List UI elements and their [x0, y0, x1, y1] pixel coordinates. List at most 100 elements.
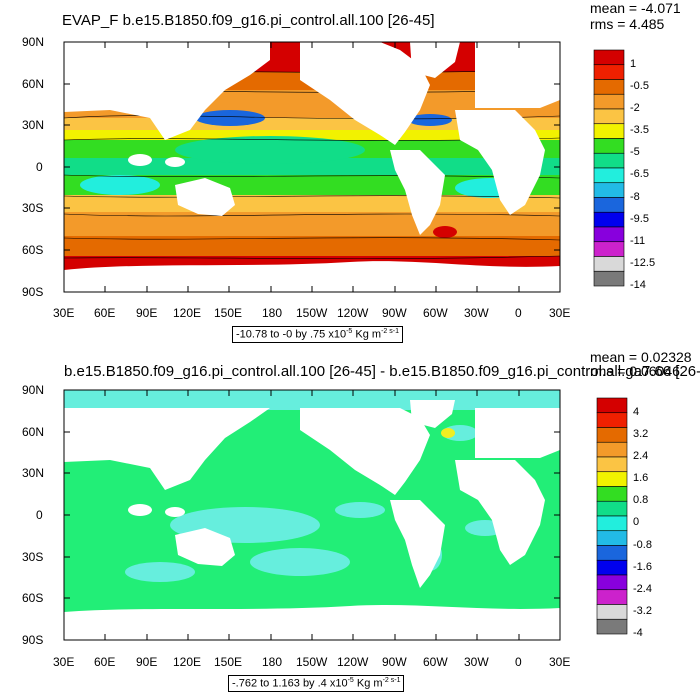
colorbar-label: -12.5	[630, 256, 656, 269]
lon-tick-label: 0	[515, 655, 522, 669]
lat-tick-label: 60S	[22, 591, 44, 605]
colorbar-swatch	[596, 559, 628, 576]
lon-tick-label: 90E	[136, 306, 158, 320]
diff-lon-ticks	[63, 390, 561, 640]
lon-tick-label: 60W	[423, 655, 448, 669]
lat-tick-label: 60S	[22, 243, 44, 257]
lon-tick-label: 60E	[94, 655, 116, 669]
diff-colorbar	[596, 397, 628, 635]
lon-tick-label: 120W	[337, 655, 369, 669]
colorbar-label: -11	[630, 234, 646, 247]
lon-tick-label: 90W	[382, 306, 407, 320]
colorbar-swatch	[596, 515, 628, 532]
colorbar-swatch	[593, 64, 625, 80]
evap-land	[64, 42, 560, 292]
lon-tick-label: 30E	[549, 306, 571, 320]
colorbar-swatch	[593, 241, 625, 257]
diff-land	[64, 400, 560, 640]
colorbar-label: -1.6	[633, 560, 652, 573]
evap-map-svg	[63, 41, 625, 293]
caption-text: -.762 to 1.163 by .4 x10	[232, 677, 348, 690]
diff-lat-ticks	[64, 389, 560, 641]
evap-map-title: EVAP_F b.e15.B1850.f09_g16.pi_control.al…	[62, 12, 435, 29]
colorbar-label: -4	[633, 627, 643, 639]
lon-tick-label: 30E	[53, 655, 75, 669]
colorbar-swatch	[593, 256, 625, 272]
lon-tick-label: 180	[262, 306, 283, 320]
colorbar-label: -2	[630, 102, 640, 114]
caption-text: -10.78 to -0 by .75 x10	[236, 328, 347, 341]
colorbar-swatch	[593, 270, 625, 287]
colorbar-swatch	[596, 618, 628, 635]
lat-tick-label: 0	[36, 508, 43, 522]
colorbar-swatch	[593, 182, 625, 198]
colorbar-label: -14	[630, 279, 646, 291]
diff-map-panel: b.e15.B1850.f09_g16.pi_control.all.100 […	[0, 350, 700, 700]
colorbar-swatch	[596, 471, 628, 487]
lon-tick-label: 150W	[296, 655, 328, 669]
evap-lon-ticks	[63, 42, 561, 292]
colorbar-swatch	[596, 500, 628, 517]
colorbar-swatch	[593, 197, 625, 213]
lon-tick-label: 60W	[423, 306, 448, 320]
colorbar-label: -0.8	[633, 538, 652, 551]
lon-tick-label: 120W	[337, 306, 369, 320]
lon-tick-label: 30W	[464, 655, 489, 669]
lon-tick-label: 30E	[549, 655, 571, 669]
colorbar-label: -9.5	[630, 212, 649, 225]
evap-colorbar	[593, 49, 625, 287]
lon-tick-label: 30W	[464, 306, 489, 320]
diff-mean-label: mean = 0.02328	[590, 349, 692, 365]
colorbar-swatch	[593, 79, 625, 95]
lon-tick-label: 150E	[214, 306, 243, 320]
lon-tick-label: 120E	[173, 655, 202, 669]
evap-contour-caption: -10.78 to -0 by .75 x10-5 Kg m-2 s-1	[232, 326, 403, 343]
colorbar-swatch	[593, 152, 625, 169]
lon-tick-label: 180	[262, 655, 283, 669]
lat-tick-label: 0	[36, 160, 43, 174]
colorbar-label: -5	[630, 146, 640, 159]
colorbar-label: 4	[633, 405, 640, 418]
diff-map-title: b.e15.B1850.f09_g16.pi_control.all.100 […	[64, 363, 700, 380]
colorbar-swatch	[596, 604, 628, 620]
caption-unit-exponent: -2 s-1	[381, 328, 399, 335]
lon-tick-label: 0	[515, 306, 522, 320]
colorbar-swatch	[596, 397, 628, 414]
colorbar-swatch	[593, 226, 625, 243]
lon-tick-label: 150E	[214, 655, 243, 669]
colorbar-label: -6.5	[630, 168, 649, 181]
colorbar-swatch	[593, 123, 625, 139]
lat-tick-label: 30N	[22, 466, 45, 480]
lon-tick-label: 120E	[173, 306, 202, 320]
lat-tick-label: 90S	[22, 285, 44, 299]
lat-tick-label: 60N	[22, 425, 45, 439]
colorbar-label: 0.8	[633, 494, 649, 507]
colorbar-label: -8	[630, 190, 640, 203]
lat-tick-label: 30N	[22, 118, 45, 132]
lon-tick-label: 30E	[53, 306, 75, 320]
lon-tick-label: 90E	[136, 655, 158, 669]
colorbar-swatch	[593, 49, 625, 66]
lat-tick-label: 60N	[22, 77, 45, 91]
lat-tick-label: 90N	[22, 35, 45, 49]
evap-map-panel: EVAP_F b.e15.B1850.f09_g16.pi_control.al…	[22, 1, 681, 343]
diff-rms-label: rms = 0.06046	[590, 363, 680, 379]
colorbar-label: 0	[633, 516, 640, 529]
colorbar-swatch	[593, 138, 625, 154]
diff-field	[64, 390, 560, 640]
colorbar-swatch	[596, 530, 628, 546]
lat-tick-label: 90S	[22, 633, 44, 647]
colorbar-swatch	[596, 589, 628, 605]
colorbar-swatch	[596, 427, 628, 443]
colorbar-label: -3.5	[630, 124, 649, 137]
evap-rms-label: rms = 4.485	[590, 16, 665, 32]
caption-exponent: -5	[346, 328, 353, 335]
evap-lat-ticks	[64, 41, 560, 293]
colorbar-swatch	[593, 93, 625, 110]
lat-tick-label: 30S	[22, 550, 44, 564]
diff-contour-caption: -.762 to 1.163 by .4 x10-5 Kg m-2 s-1	[228, 675, 405, 692]
caption-unit-exponent: -2 s-1	[382, 677, 401, 684]
colorbar-swatch	[596, 412, 628, 428]
colorbar-label: -3.2	[633, 604, 652, 617]
colorbar-swatch	[593, 211, 625, 228]
